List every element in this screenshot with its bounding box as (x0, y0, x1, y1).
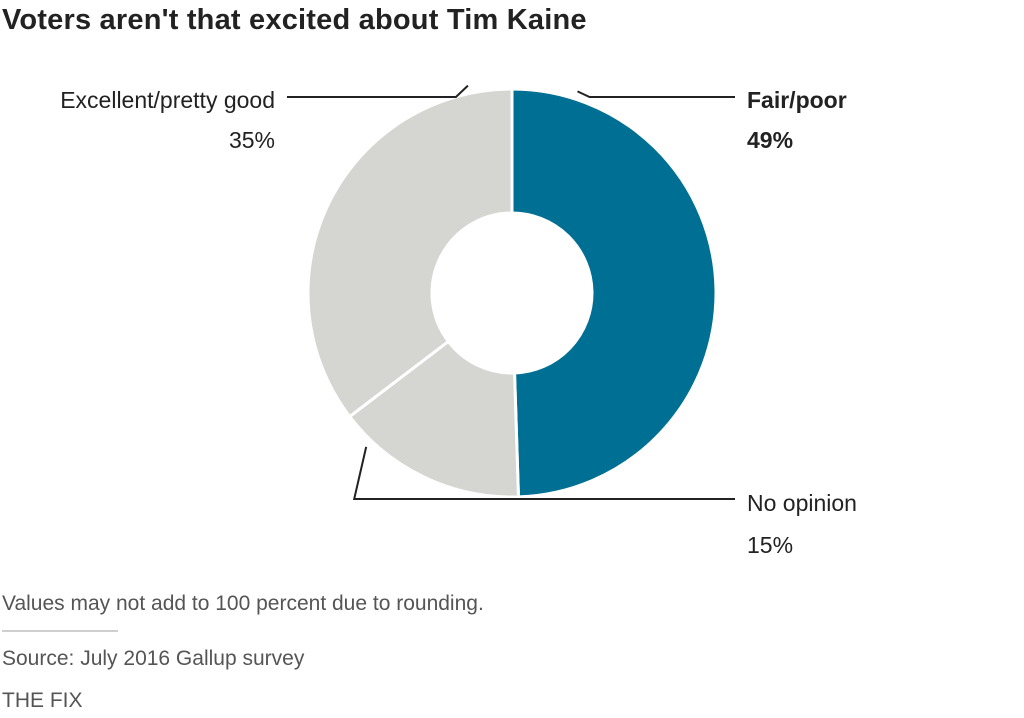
slice-label-fair-poor: Fair/poor (747, 87, 847, 113)
source-text: Source: July 2016 Gallup survey (2, 647, 305, 670)
chart-title: Voters aren't that excited about Tim Kai… (2, 4, 587, 36)
footer-divider (2, 630, 118, 632)
rounding-note: Values may not add to 100 percent due to… (2, 592, 484, 615)
leader-lines (287, 84, 735, 500)
slice-value-no-opinion: 15% (747, 532, 793, 558)
slice-label-no-opinion: No opinion (747, 490, 857, 516)
leader-line-no-opinion (352, 446, 735, 500)
credit-text: THE FIX (2, 689, 83, 712)
leader-line-fair-poor (577, 90, 735, 98)
slice-value-excellent-pretty-good: 35% (229, 127, 275, 153)
slice-no-opinion (348, 339, 520, 499)
slice-value-fair-poor: 49% (747, 127, 793, 153)
slice-label-excellent-pretty-good: Excellent/pretty good (60, 87, 275, 113)
donut-slices (306, 87, 718, 499)
slice-excellent-pretty-good (306, 87, 514, 419)
leader-line-excellent-pretty-good (287, 84, 469, 98)
slice-fair-poor (510, 87, 718, 499)
